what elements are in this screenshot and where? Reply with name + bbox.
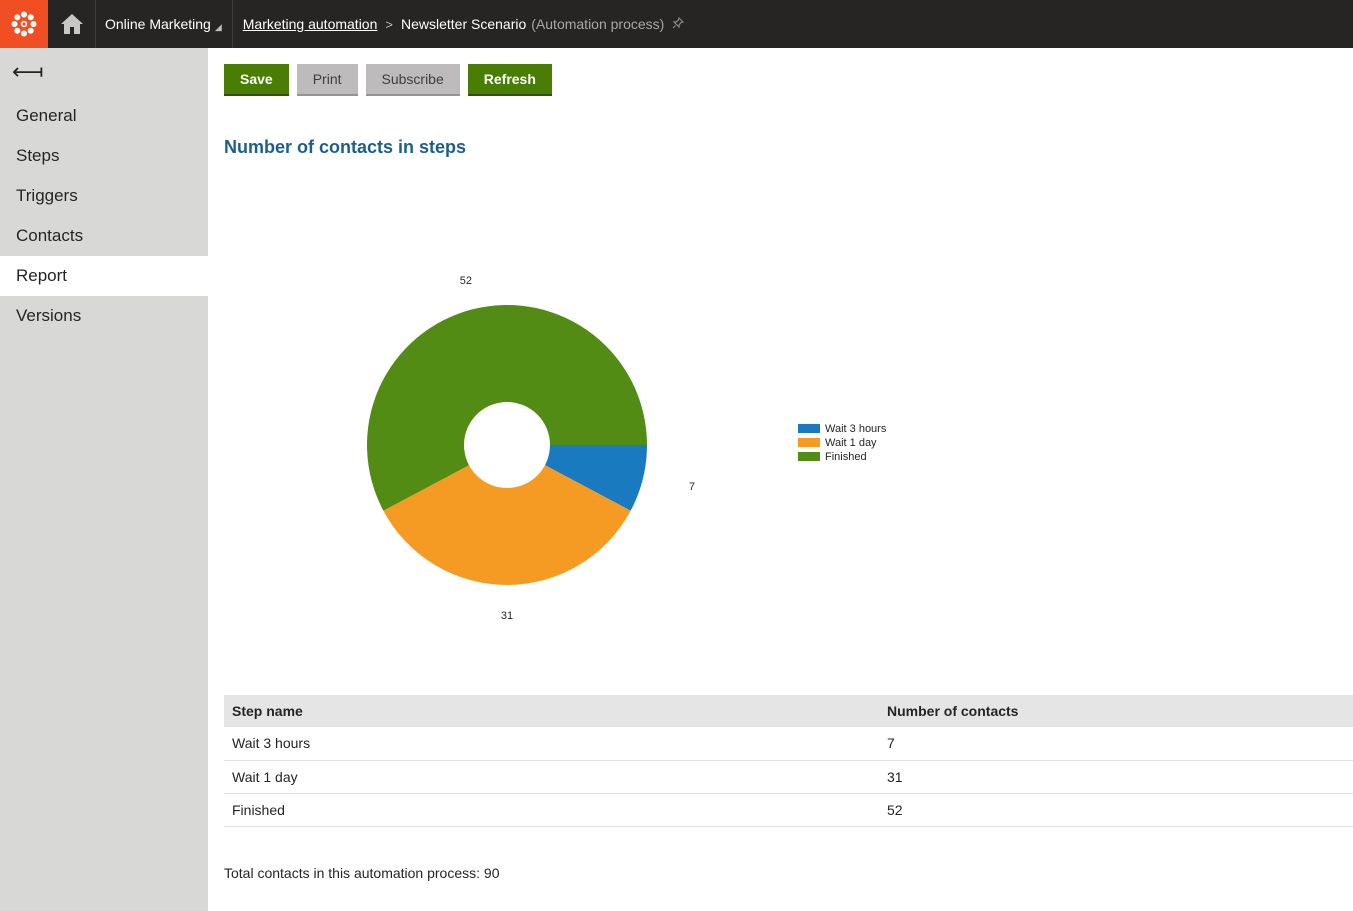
sidebar: ⟻ General Steps Triggers Contacts Report…: [0, 48, 208, 911]
kentico-logo-button[interactable]: [0, 0, 48, 48]
breadcrumb-current-page: Newsletter Scenario: [400, 16, 527, 32]
app-name: Online Marketing: [105, 16, 211, 32]
breadcrumb-link-marketing-automation[interactable]: Marketing automation: [242, 16, 378, 32]
breadcrumb-page-type: (Automation process): [531, 16, 665, 32]
table-header-row: Step name Number of contacts: [224, 695, 1353, 727]
main-content: Save Print Subscribe Refresh Number of c…: [208, 48, 1353, 911]
sidebar-item-steps[interactable]: Steps: [16, 146, 60, 165]
report-title: Number of contacts in steps: [224, 137, 467, 157]
data-label-finished: 52: [460, 275, 472, 287]
steps-table: Step name Number of contacts Wait 3 hour…: [224, 695, 1353, 827]
contacts-count-cell: 31: [879, 760, 1353, 794]
sidebar-item-versions[interactable]: Versions: [16, 306, 82, 325]
sidebar-item-general[interactable]: General: [16, 106, 77, 125]
legend-swatch-finished: [798, 452, 820, 461]
sidebar-item-report[interactable]: Report: [0, 256, 208, 296]
legend-label-wait-3-hours: Wait 3 hours: [825, 423, 887, 435]
sidebar-item-triggers[interactable]: Triggers: [16, 186, 78, 205]
home-button[interactable]: [48, 0, 96, 48]
logo-icon: [11, 11, 37, 37]
legend-swatch-wait-3-hours: [798, 424, 820, 433]
contacts-count-cell: 7: [879, 727, 1353, 761]
table-row: Wait 1 day 31: [224, 760, 1353, 794]
breadcrumb-separator: >: [385, 16, 393, 32]
contacts-pie-chart: 7 31 52 Wait 3 hours Wait 1 day Finished: [208, 198, 1353, 678]
subscribe-button[interactable]: Subscribe: [365, 64, 460, 96]
breadcrumb: Marketing automation > Newsletter Scenar…: [233, 0, 685, 48]
caret-down-icon: ◢: [214, 21, 222, 32]
donut-hole: [464, 402, 550, 488]
legend-label-wait-1-day: Wait 1 day: [825, 437, 877, 449]
data-label-wait-3-hours: 7: [689, 481, 695, 493]
step-name-cell: Finished: [224, 793, 879, 827]
legend-swatch-wait-1-day: [798, 438, 820, 447]
pin-icon[interactable]: [672, 16, 685, 32]
print-button[interactable]: Print: [296, 64, 358, 96]
table-row: Wait 3 hours 7: [224, 727, 1353, 761]
refresh-button[interactable]: Refresh: [467, 64, 552, 96]
legend-label-finished: Finished: [825, 451, 867, 463]
pie-chart-svg: 7 31 52 Wait 3 hours Wait 1 day Finished: [367, 275, 887, 622]
pie-slice-wait-1-day[interactable]: [383, 445, 631, 585]
home-icon: [60, 14, 83, 34]
column-header-number-of-contacts: Number of contacts: [879, 695, 1353, 727]
application-switcher[interactable]: Online Marketing ◢: [96, 0, 233, 48]
step-name-cell: Wait 3 hours: [224, 727, 879, 761]
data-label-wait-1-day: 31: [501, 610, 513, 622]
total-contacts-text: Total contacts in this automation proces…: [224, 865, 500, 881]
top-bar: Online Marketing ◢ Marketing automation …: [0, 0, 1353, 48]
toolbar: Save Print Subscribe Refresh: [224, 64, 552, 96]
back-arrow-icon: ⟻: [12, 59, 44, 84]
back-button[interactable]: ⟻: [0, 48, 208, 96]
table-row: Finished 52: [224, 793, 1353, 827]
save-button[interactable]: Save: [224, 64, 289, 96]
sidebar-item-contacts[interactable]: Contacts: [16, 226, 84, 245]
column-header-step-name: Step name: [224, 695, 879, 727]
contacts-count-cell: 52: [879, 793, 1353, 827]
step-name-cell: Wait 1 day: [224, 760, 879, 794]
